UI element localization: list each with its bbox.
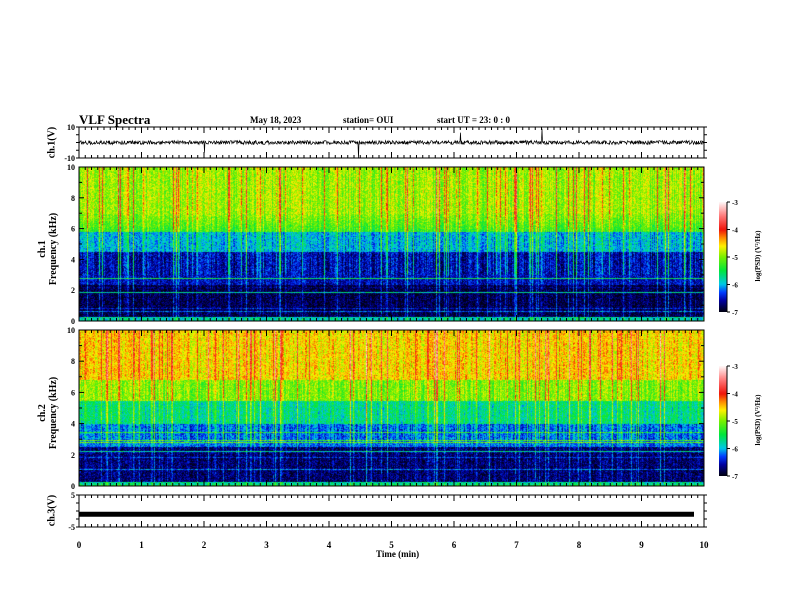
colorbar-tick-label: -4	[732, 227, 738, 235]
colorbar-tick-label: -6	[732, 446, 738, 454]
colorbar-ch1	[719, 202, 727, 312]
ch1-label: ch.1	[37, 240, 48, 258]
x-tick-label: 2	[202, 540, 207, 550]
date-label: May 18, 2023	[250, 115, 302, 125]
y-tick-label: 4	[71, 420, 75, 429]
x-tick-label: 8	[577, 540, 582, 550]
colorbar-tick-label: -7	[732, 473, 738, 481]
y-tick-label: -5	[68, 523, 75, 532]
colorbar-tick-label: -4	[732, 391, 738, 399]
y-tick-label: 2	[71, 451, 75, 460]
y-tick-label: 6	[71, 225, 75, 234]
colorbar-tick-label: -3	[732, 363, 738, 371]
x-tick-label: 10	[700, 540, 710, 550]
ch1-spectrogram-ylabel: ch.1 Frequency (kHz)	[37, 199, 59, 299]
ch2-label: ch.2	[37, 404, 48, 422]
y-tick-label: 8	[71, 194, 75, 203]
colorbar-tick-label: -5	[732, 418, 738, 426]
y-tick-label: 2	[71, 286, 75, 295]
y-tick-label: 10	[67, 163, 75, 172]
colorbar-ch2	[719, 366, 727, 476]
colorbar-ch1-label: log(PSD) (V²/Hz)	[754, 230, 762, 282]
panel-frame	[78, 329, 705, 487]
x-tick-label: 4	[327, 540, 332, 550]
colorbar-tick-label: -3	[732, 199, 738, 207]
panel-frame	[78, 166, 705, 322]
colorbar-tick-label: -6	[732, 282, 738, 290]
x-tick-label: 5	[389, 540, 394, 550]
y-tick-label: 0	[71, 482, 75, 491]
x-tick-label: 7	[514, 540, 519, 550]
colorbar-ch2-label: log(PSD) (V²/Hz)	[754, 394, 762, 446]
ch1-waveform-trace	[78, 128, 705, 159]
x-tick-label: 3	[264, 540, 269, 550]
colorbar-tick-label: -5	[732, 254, 738, 262]
frequency-label: Frequency (kHz)	[48, 376, 59, 450]
x-tick-label: 1	[139, 540, 144, 550]
x-tick-label: 9	[639, 540, 644, 550]
ch2-spectrogram-ylabel: ch.2 Frequency (kHz)	[37, 363, 59, 463]
y-tick-label: 8	[71, 357, 75, 366]
colorbar-tick-label: -7	[732, 309, 738, 317]
station-label: station= OUI	[343, 115, 394, 125]
frequency-label: Frequency (kHz)	[48, 212, 59, 286]
y-tick-label: 10	[67, 326, 75, 335]
y-tick-label: 6	[71, 388, 75, 397]
y-tick-label: 0	[71, 317, 75, 326]
y-tick-label: 5	[71, 491, 75, 500]
y-tick-label: 4	[71, 255, 75, 264]
x-axis-label: Time (min)	[376, 549, 420, 559]
figure-title: VLF Spectra	[79, 112, 151, 127]
ch2-spectrogram	[79, 330, 704, 486]
start-time-label: start UT = 23: 0 : 0	[437, 115, 510, 125]
ch1-spectrogram	[79, 167, 704, 321]
y-tick-label: -10	[64, 154, 75, 163]
ch1-waveform-ylabel: ch.1(V)	[46, 126, 58, 159]
y-tick-label: 10	[67, 123, 75, 132]
x-tick-label: 0	[77, 540, 82, 550]
ch3-waveform-ylabel: ch.3(V)	[46, 494, 58, 527]
x-tick-label: 6	[452, 540, 457, 550]
